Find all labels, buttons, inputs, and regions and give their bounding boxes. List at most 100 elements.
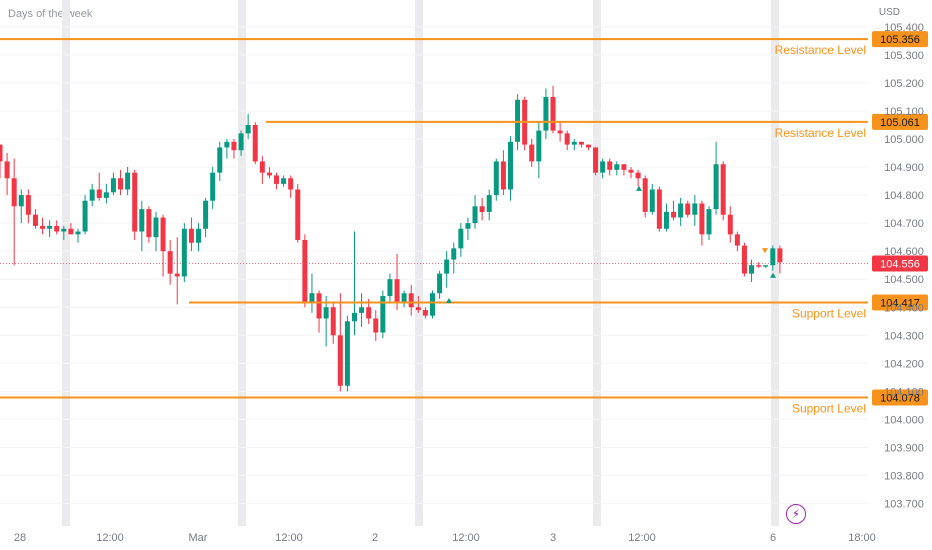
candle-body — [11, 178, 17, 207]
buy-signal-marker — [446, 298, 452, 304]
candle-body — [557, 130, 563, 134]
candle-body — [32, 214, 38, 226]
lightning-icon[interactable]: ⚡ — [786, 504, 806, 524]
candle-body — [408, 293, 414, 308]
price-tick-label: 103.800 — [884, 471, 924, 483]
session-band — [62, 0, 70, 526]
candle-body — [444, 259, 450, 274]
candle-body — [4, 161, 10, 179]
price-tick-label: 105.000 — [884, 134, 924, 146]
candle-body — [337, 335, 343, 386]
candle-body — [741, 245, 747, 274]
candle-body — [550, 96, 556, 131]
candle-body — [451, 248, 457, 260]
candle-body — [359, 307, 365, 313]
candle-body — [40, 225, 46, 229]
time-tick-label: 6 — [770, 532, 776, 544]
price-tick-label: 105.200 — [884, 78, 924, 90]
candle-body — [231, 141, 237, 151]
candle-body — [61, 228, 67, 232]
candle-body — [422, 310, 428, 316]
time-tick-label: 28 — [14, 532, 26, 544]
signal-markers — [446, 185, 776, 304]
candle-body — [203, 200, 209, 229]
candle-body — [607, 161, 613, 170]
candle-body — [344, 321, 350, 386]
price-tick-label: 104.400 — [884, 302, 924, 314]
candle-body — [266, 172, 272, 176]
level-label: Support Level — [792, 402, 866, 416]
candle-body — [153, 217, 159, 238]
price-tick-label: 104.700 — [884, 218, 924, 230]
price-tick-label: 104.100 — [884, 386, 924, 398]
candle-body — [387, 279, 393, 297]
price-tick-label: 104.000 — [884, 414, 924, 426]
candle-body — [82, 200, 88, 232]
level-price-badge — [872, 389, 928, 406]
chart-note: Days of the week — [8, 8, 93, 20]
session-band — [238, 0, 246, 526]
candle-body — [274, 175, 280, 184]
candle-body — [75, 231, 81, 235]
price-grid — [0, 26, 868, 505]
candle-body — [493, 161, 499, 196]
candle-body — [68, 228, 74, 235]
time-axis[interactable]: 28 12:00 Mar 12:00 2 12:00 3 12:00 6 18:00 — [14, 532, 876, 544]
candle-body — [316, 293, 322, 319]
time-tick-label: 12:00 — [96, 532, 124, 544]
price-tick-label: 103.700 — [884, 499, 924, 511]
candle-body — [564, 133, 570, 145]
candle-body — [465, 223, 471, 229]
candle-body — [238, 133, 244, 151]
candle-body — [507, 141, 513, 190]
level-lines: Resistance Level 105.356 Resistance Level 1… — [0, 31, 928, 416]
candle-body — [288, 178, 294, 190]
candle-body — [571, 141, 577, 145]
candle-body — [692, 203, 698, 215]
level-price-value: 104.078 — [880, 393, 920, 405]
level-price-value: 104.417 — [880, 297, 920, 309]
price-tick-label: 104.500 — [884, 274, 924, 286]
candle-body — [18, 195, 24, 207]
candle-body — [146, 209, 152, 238]
price-tick-label: 104.900 — [884, 162, 924, 174]
candle-body — [614, 164, 620, 170]
candle-body — [706, 209, 712, 235]
level-label: Resistance Level — [775, 43, 866, 57]
candle-body — [181, 228, 187, 277]
candle-body — [685, 203, 691, 215]
session-band — [415, 0, 423, 526]
time-tick-label: Mar — [189, 532, 208, 544]
candle-body — [380, 296, 386, 333]
candle-body — [515, 99, 521, 142]
price-tick-label: 104.600 — [884, 246, 924, 258]
candle-body — [47, 225, 53, 229]
candle-body — [103, 192, 109, 198]
candle-body — [734, 234, 740, 246]
candle-body — [678, 203, 684, 218]
candle-body — [543, 96, 549, 131]
candle-body — [727, 214, 733, 235]
currency-label: USD — [878, 7, 900, 18]
candle-body — [500, 161, 506, 190]
candle-body — [635, 172, 641, 179]
time-tick-label: 12:00 — [628, 532, 656, 544]
candle-body — [160, 217, 166, 252]
buy-signal-marker — [770, 272, 776, 278]
candle-body — [479, 206, 485, 212]
candle-body — [429, 293, 435, 316]
price-tick-label: 105.100 — [884, 106, 924, 118]
level-price-badge — [872, 113, 928, 130]
price-tick-label: 105.400 — [884, 22, 924, 34]
candle-body — [649, 189, 655, 212]
time-tick-label: 12:00 — [452, 532, 480, 544]
price-axis[interactable]: 105.400 105.300 105.200 105.100 105.000 104.9… — [884, 22, 924, 511]
candle-body — [663, 211, 669, 229]
candle-body — [486, 195, 492, 212]
candle-body — [132, 172, 138, 232]
candle-body — [394, 279, 400, 302]
candle-body — [252, 124, 258, 162]
time-tick-label: 2 — [372, 532, 378, 544]
candle-body — [224, 141, 230, 148]
